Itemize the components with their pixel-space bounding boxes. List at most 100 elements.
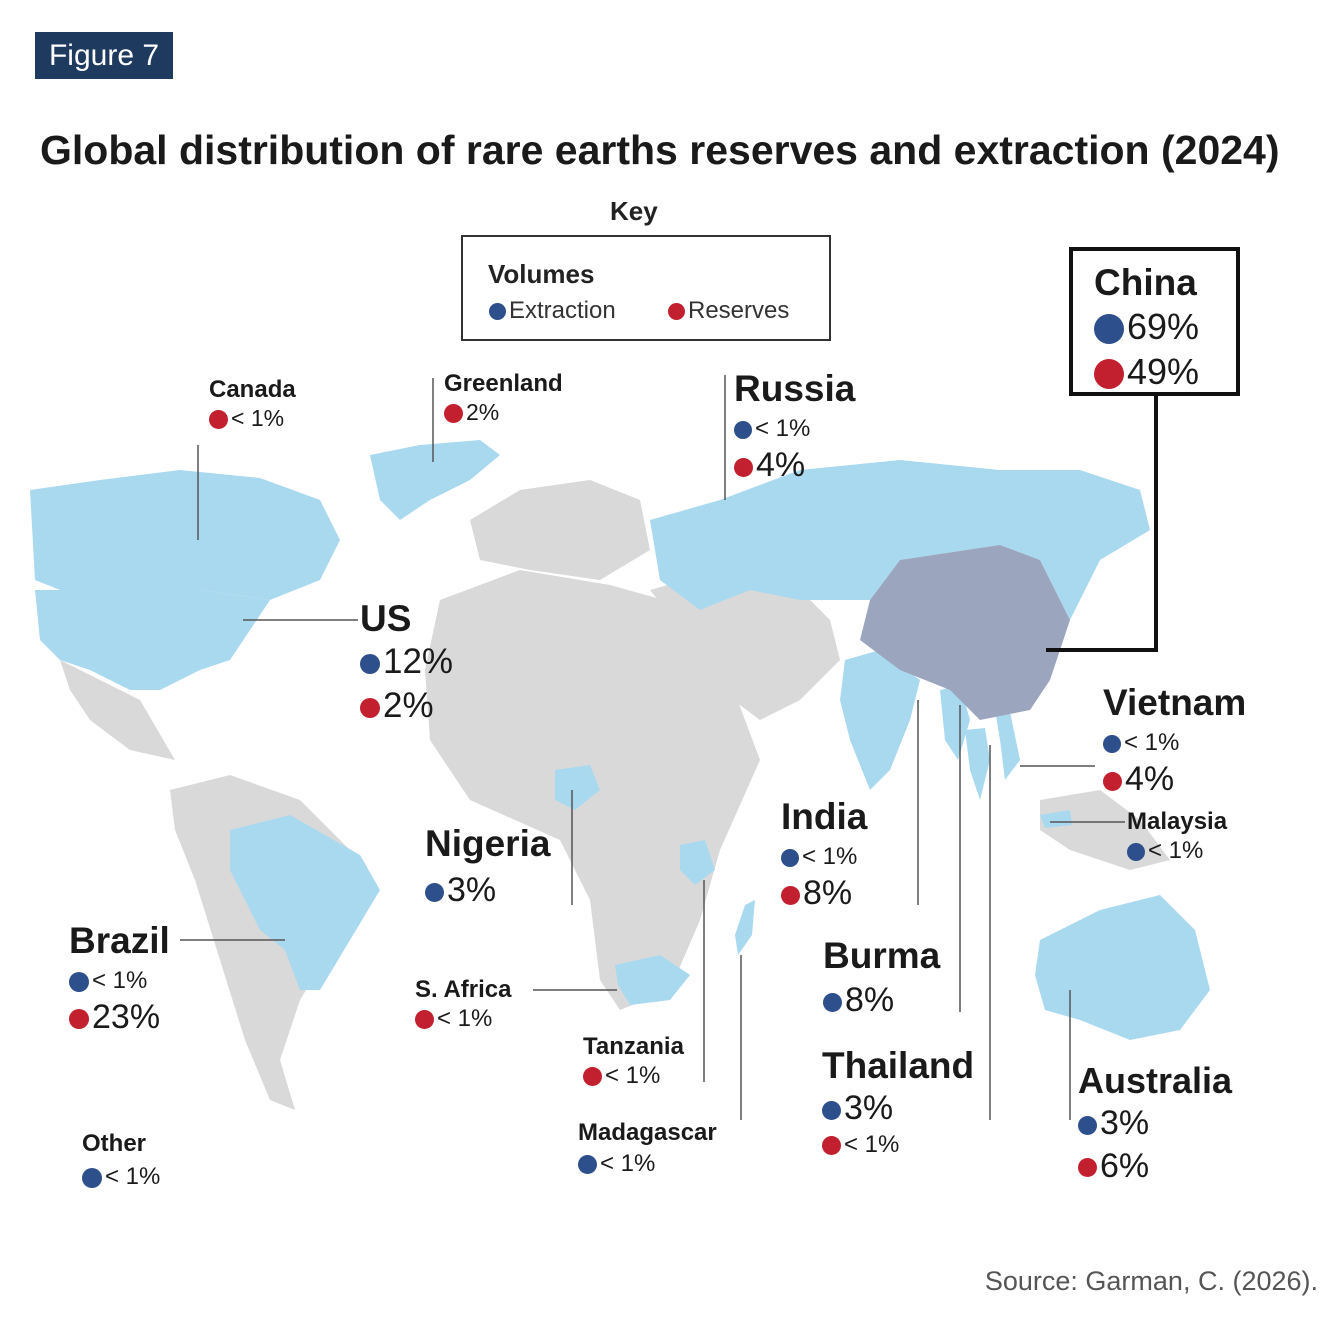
- other-name: Other: [82, 1130, 147, 1157]
- legend-reserves-label: Reserves: [688, 297, 790, 324]
- reserves-dot-icon: [209, 410, 228, 430]
- label-india: India < 1% 8%: [781, 796, 867, 915]
- russia-extraction: < 1%: [734, 414, 855, 444]
- madagascar-name: Madagascar: [578, 1119, 717, 1146]
- madagascar-shape: [735, 900, 755, 955]
- reserves-dot-icon: [69, 1009, 89, 1030]
- extraction-dot-icon: [822, 1100, 841, 1120]
- reserves-dot-icon: [781, 885, 800, 905]
- burma-shape: [940, 685, 970, 760]
- key-heading: Key: [610, 196, 658, 226]
- label-greenland: Greenland 2%: [444, 370, 563, 427]
- world-map: [30, 375, 1210, 1120]
- reserves-dot-icon: [668, 303, 685, 321]
- label-other: Other < 1%: [82, 1130, 160, 1192]
- tanzania-name: Tanzania: [583, 1033, 684, 1060]
- label-vietnam: Vietnam < 1% 4%: [1103, 682, 1246, 801]
- figure-label: Figure 7: [35, 32, 173, 79]
- china-reserves: 49%: [1094, 349, 1199, 394]
- extraction-dot-icon: [1127, 842, 1145, 861]
- extraction-dot-icon: [69, 971, 89, 992]
- extraction-dot-icon: [734, 420, 752, 439]
- us-shape: [35, 590, 270, 690]
- extraction-dot-icon: [781, 848, 799, 867]
- legend-reserves: Reserves: [668, 297, 789, 325]
- greenland-name: Greenland: [444, 370, 563, 397]
- tanzania-shape: [680, 840, 715, 885]
- reserves-dot-icon: [415, 1010, 434, 1030]
- canada-name: Canada: [209, 376, 296, 403]
- label-madagascar: Madagascar < 1%: [578, 1119, 717, 1179]
- s-africa-reserves: < 1%: [415, 1004, 511, 1034]
- label-china: China 69% 49%: [1094, 262, 1199, 394]
- label-nigeria: Nigeria 3%: [425, 823, 550, 912]
- tanzania-reserves: < 1%: [583, 1061, 684, 1091]
- canada-reserves: < 1%: [209, 404, 296, 433]
- vietnam-extraction: < 1%: [1103, 728, 1246, 758]
- extraction-dot-icon: [1103, 734, 1121, 753]
- other-extraction: < 1%: [82, 1162, 160, 1192]
- india-reserves: 8%: [781, 872, 867, 915]
- malaysia-name: Malaysia: [1127, 808, 1228, 835]
- label-australia: Australia 3% 6%: [1078, 1060, 1232, 1187]
- india-extraction: < 1%: [781, 842, 867, 872]
- label-tanzania: Tanzania < 1%: [583, 1033, 684, 1091]
- reserves-dot-icon: [1078, 1158, 1097, 1178]
- vietnam-reserves: 4%: [1103, 758, 1246, 801]
- india-name: India: [781, 796, 868, 837]
- reserves-dot-icon: [734, 457, 753, 477]
- india-shape: [840, 650, 920, 790]
- china-shape: [860, 545, 1070, 720]
- extraction-dot-icon: [578, 1155, 597, 1175]
- us-reserves: 2%: [360, 684, 453, 728]
- australia-reserves: 6%: [1078, 1145, 1232, 1188]
- extraction-dot-icon: [823, 992, 842, 1012]
- extraction-dot-icon: [360, 653, 380, 674]
- reserves-dot-icon: [583, 1067, 602, 1087]
- legend-title: Volumes: [488, 259, 595, 289]
- us-extraction: 12%: [360, 640, 453, 684]
- leader-lines: [180, 375, 1158, 1120]
- vietnam-name: Vietnam: [1103, 682, 1247, 723]
- burma-name: Burma: [823, 935, 941, 976]
- reserves-dot-icon: [1094, 359, 1124, 390]
- label-canada: Canada < 1%: [209, 376, 296, 433]
- reserves-dot-icon: [444, 404, 463, 424]
- thailand-name: Thailand: [822, 1045, 975, 1086]
- china-name: China: [1094, 262, 1197, 303]
- australia-name: Australia: [1078, 1060, 1233, 1101]
- source-note: Source: Garman, C. (2026).: [984, 1266, 1318, 1296]
- reserves-dot-icon: [822, 1135, 841, 1155]
- s-africa-shape: [615, 955, 690, 1005]
- extraction-dot-icon: [489, 303, 506, 321]
- vietnam-shape: [995, 710, 1020, 780]
- extraction-dot-icon: [1094, 314, 1124, 345]
- label-burma: Burma 8%: [823, 935, 940, 1022]
- label-malaysia: Malaysia < 1%: [1127, 808, 1227, 866]
- label-thailand: Thailand 3% < 1%: [822, 1045, 974, 1160]
- label-russia: Russia < 1% 4%: [734, 368, 855, 487]
- label-s-africa: S. Africa < 1%: [415, 976, 511, 1034]
- nigeria-shape: [555, 765, 600, 810]
- australia-extraction: 3%: [1078, 1102, 1232, 1145]
- canada-shape: [30, 470, 340, 600]
- legend-extraction: Extraction: [489, 297, 616, 325]
- greenland-shape: [370, 440, 500, 520]
- thailand-shape: [965, 728, 990, 800]
- s-africa-name: S. Africa: [415, 976, 512, 1003]
- russia-shape: [650, 460, 1150, 620]
- china-callout-box: [1069, 247, 1240, 396]
- brazil-name: Brazil: [69, 920, 170, 961]
- nigeria-extraction: 3%: [425, 869, 550, 912]
- label-brazil: Brazil < 1% 23%: [69, 920, 170, 1039]
- madagascar-extraction: < 1%: [578, 1149, 717, 1179]
- nigeria-name: Nigeria: [425, 823, 551, 864]
- thailand-reserves: < 1%: [822, 1130, 974, 1160]
- greenland-reserves: 2%: [444, 398, 563, 427]
- reserves-dot-icon: [360, 697, 380, 718]
- brazil-extraction: < 1%: [69, 966, 170, 996]
- extraction-dot-icon: [1078, 1115, 1097, 1135]
- extraction-dot-icon: [82, 1167, 102, 1188]
- extraction-dot-icon: [425, 882, 444, 902]
- us-name: US: [360, 598, 412, 639]
